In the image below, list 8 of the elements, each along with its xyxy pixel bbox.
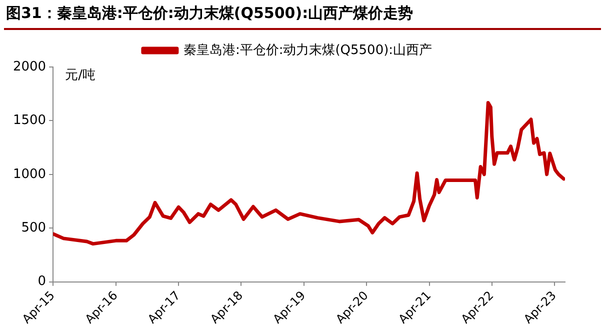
- y-tick-label: 2000: [12, 59, 46, 74]
- y-tick-label: 0: [38, 274, 46, 290]
- y-axis-title: 元/吨: [65, 68, 96, 83]
- y-tick-label: 1000: [12, 166, 46, 182]
- chart-title: 图31：秦皇岛港:平仓价:动力末煤(Q5500):山西产煤价走势: [6, 4, 414, 23]
- legend-label: 秦皇岛港:平仓价:动力末煤(Q5500):山西产: [183, 42, 432, 58]
- y-tick-label: 500: [21, 220, 46, 236]
- y-tick-label: 1500: [12, 113, 46, 128]
